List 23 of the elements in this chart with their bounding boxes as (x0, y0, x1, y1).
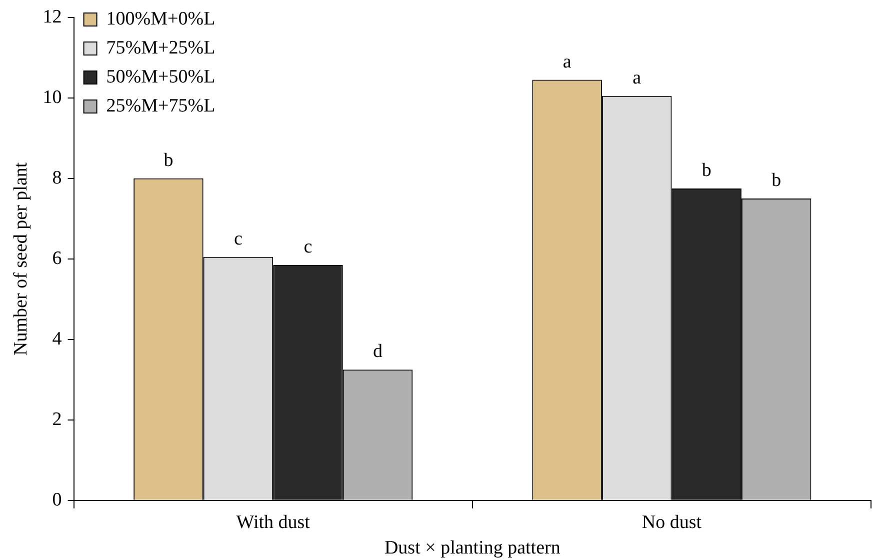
x-axis-title: Dust × planting pattern (384, 538, 561, 559)
data-label: a (632, 67, 642, 88)
data-label: c (304, 236, 312, 258)
y-tick-label: 10 (42, 86, 62, 108)
data-label: c (234, 228, 242, 250)
data-label: d (372, 341, 383, 362)
y-tick-label: 8 (52, 167, 62, 188)
y-tick-label: 2 (52, 408, 62, 430)
legend-label: 75%M+25%L (106, 37, 216, 58)
y-tick-label: 6 (52, 248, 62, 269)
y-tick-label: 4 (52, 328, 62, 350)
legend-label: 100%M+0%L (106, 8, 216, 30)
y-tick-label: 12 (42, 6, 62, 28)
legend-label: 50%M+50%L (106, 66, 216, 88)
data-label: b (702, 160, 712, 181)
x-tick-label: With dust (236, 512, 311, 533)
legend-label: 25%M+75%L (106, 95, 216, 116)
y-axis-title: Number of seed per plant (10, 162, 32, 356)
data-label: a (562, 51, 572, 72)
data-label: b (164, 150, 174, 171)
y-tick-label: 0 (52, 489, 62, 510)
x-tick-label: No dust (642, 512, 702, 533)
data-label: b (772, 170, 782, 192)
